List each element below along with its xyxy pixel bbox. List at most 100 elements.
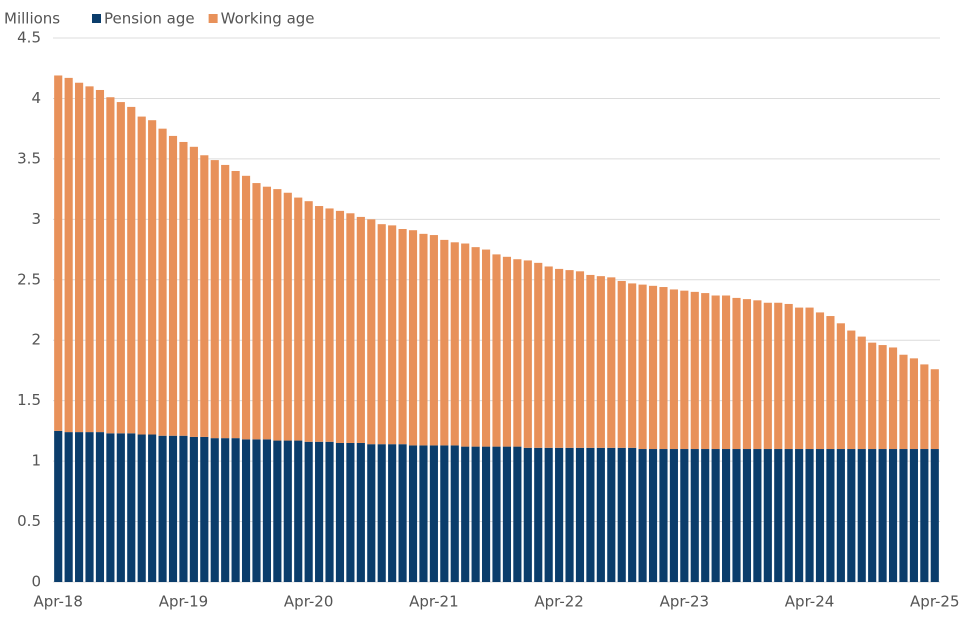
bar-segment [659, 449, 668, 582]
bar-segment [273, 189, 282, 441]
bar-segment [210, 160, 219, 439]
bar-segment [388, 444, 397, 582]
bar-segment [711, 295, 720, 450]
bar-segment [701, 293, 710, 450]
bar-segment [742, 449, 752, 582]
bar-segment [513, 446, 522, 582]
bar-segment [815, 449, 825, 582]
bar-segment [888, 449, 898, 582]
bar-segment [492, 254, 501, 447]
bar-segment [450, 242, 459, 446]
bar-segment [241, 175, 251, 440]
y-tick-label: 2.5 [17, 270, 41, 288]
bar-segment [586, 274, 595, 448]
bar-segment [857, 336, 866, 450]
bar-segment [231, 170, 240, 439]
bar-segment [231, 438, 240, 582]
x-tick-label: Apr-24 [785, 593, 835, 611]
x-tick-label: Apr-25 [910, 593, 960, 611]
bar-segment [544, 447, 553, 582]
bar-segment [596, 447, 605, 582]
bar-segment [419, 445, 428, 582]
bar-segment [471, 446, 480, 582]
bar-segment [669, 289, 678, 450]
bar-segment [857, 449, 866, 582]
y-tick-label: 4.5 [17, 29, 41, 47]
bar-segment [774, 449, 783, 582]
bar-segment [732, 449, 741, 582]
bar-segment [116, 433, 125, 582]
bar-segment [878, 345, 887, 450]
bar-segment [252, 183, 261, 440]
bar-segment [461, 446, 470, 582]
bar-segment [836, 323, 845, 450]
bar-segment [607, 277, 616, 448]
bar-segment [753, 449, 762, 582]
legend-label: Pension age [104, 10, 195, 28]
bar-segment [607, 447, 616, 582]
bar-segment [408, 230, 418, 446]
bar-segment [763, 449, 772, 582]
x-tick-label: Apr-19 [159, 593, 209, 611]
bar-segment [565, 270, 574, 448]
bar-segment [64, 432, 73, 582]
bar-segment [586, 447, 595, 582]
bar-segment [669, 449, 678, 582]
bar-segment [909, 358, 918, 450]
bar-segment [763, 302, 772, 450]
bar-segment [461, 243, 470, 447]
bar-segment [367, 219, 376, 445]
bar-segment [784, 303, 793, 450]
bar-segment [429, 445, 438, 582]
bar-segment [544, 266, 553, 448]
bar-segment [137, 116, 146, 435]
x-tick-label: Apr-20 [284, 593, 334, 611]
y-tick-label: 3.5 [17, 149, 41, 167]
bar-segment [54, 75, 63, 431]
bar-segment [722, 449, 731, 582]
bar-segment [75, 82, 84, 433]
y-axis-label: Millions [4, 10, 60, 28]
bar-segment [930, 449, 939, 582]
bar-segment [659, 287, 668, 450]
x-tick-label: Apr-22 [534, 593, 584, 611]
bar-segment [398, 444, 407, 582]
bar-segment [575, 447, 585, 582]
bar-segment [283, 192, 292, 441]
bar-segment [85, 86, 94, 433]
bar-segment [481, 249, 491, 447]
bar-segment [325, 208, 334, 442]
bar-segment [116, 102, 125, 434]
bar-segment [398, 229, 407, 445]
x-tick-label: Apr-18 [33, 593, 83, 611]
bar-segment [753, 300, 762, 450]
bar-segment [221, 164, 230, 439]
bar-segment [440, 445, 449, 582]
bar-segment [54, 430, 63, 582]
bar-segment [648, 449, 658, 582]
bar-segment [419, 233, 428, 446]
bar-segment [836, 449, 845, 582]
legend-swatch [208, 14, 218, 23]
legend-swatch [92, 14, 101, 23]
bar-segment [408, 445, 418, 582]
bar-segment [732, 297, 741, 450]
bar-segment [899, 449, 908, 582]
bar-segment [377, 444, 386, 582]
y-tick-label: 1 [31, 452, 41, 470]
bar-segment [617, 447, 626, 582]
bar-segment [701, 449, 710, 582]
bar-segment [648, 285, 658, 450]
bar-segment [680, 290, 689, 450]
bar-segment [815, 312, 825, 450]
bar-segment [106, 433, 115, 582]
bar-segment [523, 447, 532, 582]
bar-segment [377, 224, 386, 445]
bar-segment [711, 449, 720, 582]
bar-segment [534, 447, 543, 582]
bar-segment [158, 128, 167, 436]
bar-segment [534, 262, 543, 448]
bar-segment [429, 235, 438, 446]
y-tick-label: 1.5 [17, 391, 41, 409]
bar-segment [241, 439, 251, 582]
